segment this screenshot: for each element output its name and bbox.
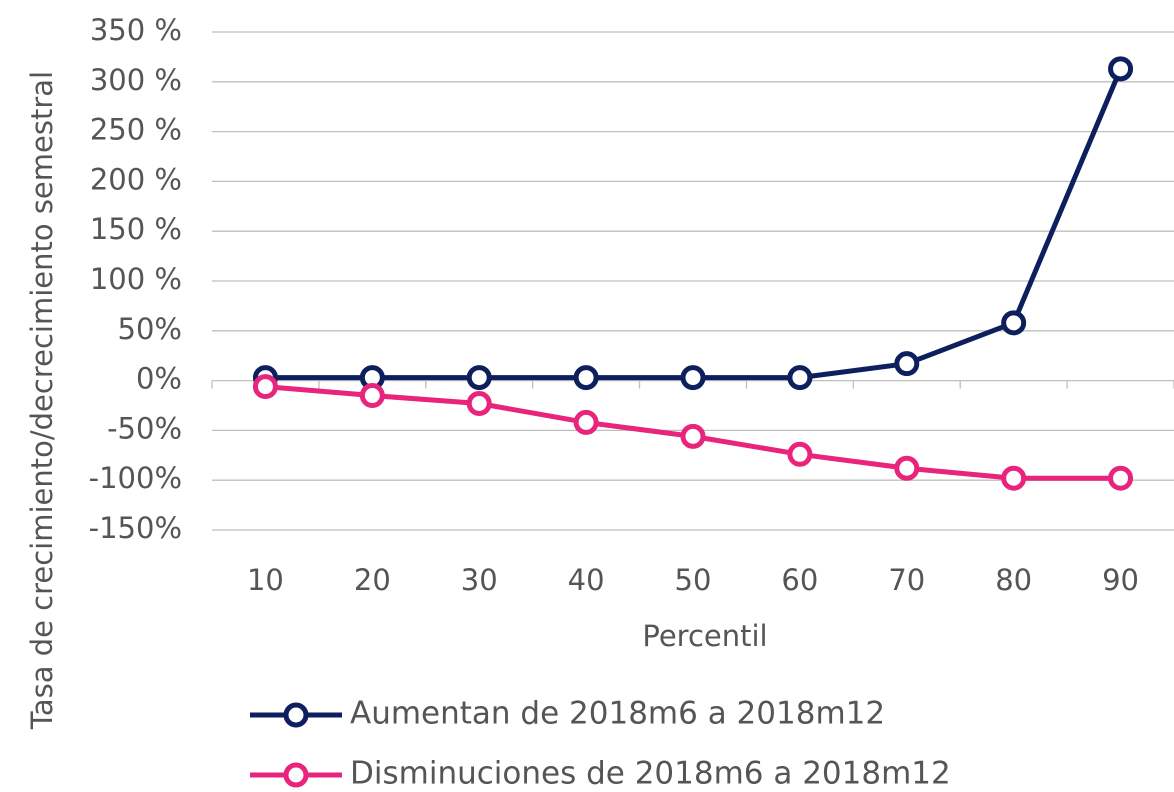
legend-marker <box>283 762 309 788</box>
x-tick-label: 90 <box>1102 563 1139 597</box>
marker <box>1001 310 1027 336</box>
x-tick-label: 50 <box>675 563 712 597</box>
marker <box>466 391 492 417</box>
legend-marker <box>283 702 309 728</box>
x-tick-label: 40 <box>568 563 605 597</box>
marker <box>359 383 385 409</box>
marker <box>1001 465 1027 491</box>
marker <box>573 365 599 391</box>
legend-label: Aumentan de 2018m6 a 2018m12 <box>350 696 885 732</box>
x-tick-label: 30 <box>461 563 498 597</box>
y-tick-label: 250 % <box>90 113 182 147</box>
marker <box>252 374 278 400</box>
marker <box>894 455 920 481</box>
legend-label: Disminuciones de 2018m6 a 2018m12 <box>350 756 951 792</box>
y-tick-label: 50% <box>118 312 182 346</box>
x-tick-label: 10 <box>247 563 284 597</box>
marker <box>680 365 706 391</box>
y-tick-label: 200 % <box>90 162 182 196</box>
y-tick-label: 0% <box>136 362 182 396</box>
y-tick-label: -100% <box>89 461 182 495</box>
y-tick-label: 150 % <box>90 212 182 246</box>
y-tick-label: 300 % <box>90 63 182 97</box>
x-tick-label: 60 <box>781 563 818 597</box>
marker <box>1108 56 1134 82</box>
y-tick-label: -150% <box>89 511 182 545</box>
x-axis-title: Percentil <box>642 619 767 653</box>
marker <box>466 365 492 391</box>
marker <box>1108 465 1134 491</box>
marker <box>787 441 813 467</box>
y-tick-label: 350 % <box>90 13 182 47</box>
y-tick-label: -50% <box>107 411 182 445</box>
y-tick-label: 100 % <box>90 262 182 296</box>
x-tick-label: 20 <box>354 563 391 597</box>
marker <box>787 365 813 391</box>
marker <box>573 409 599 435</box>
marker <box>680 423 706 449</box>
x-tick-label: 80 <box>995 563 1032 597</box>
x-tick-label: 70 <box>888 563 925 597</box>
marker <box>894 351 920 377</box>
y-axis-title: Tasa de crecimiento/decrecimiento semest… <box>25 71 59 730</box>
